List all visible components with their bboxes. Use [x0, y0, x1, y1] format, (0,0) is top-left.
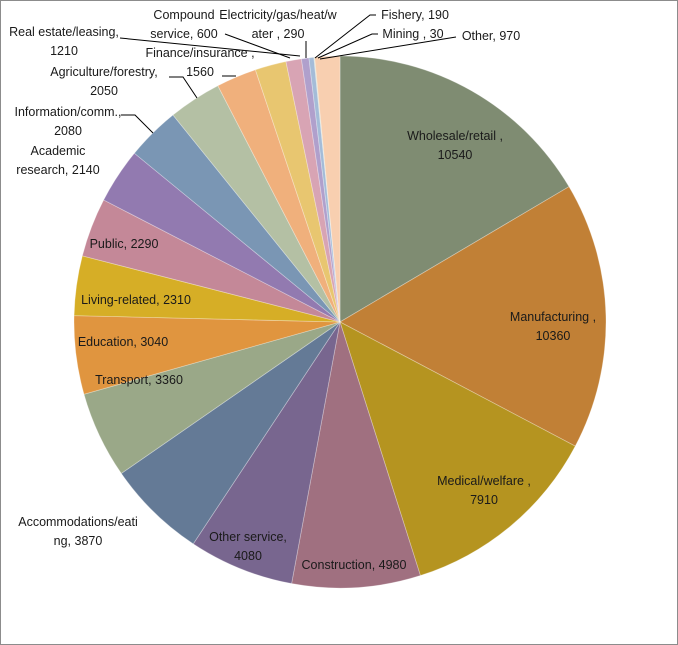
data-label-wholesale-retail: Wholesale/retail , 10540 — [407, 129, 503, 162]
pie-slice-mining — [313, 56, 341, 323]
data-label-education: Education, 3040 — [78, 335, 168, 349]
leader-line — [319, 36, 457, 60]
pie-slice-compound-service — [285, 58, 341, 323]
data-label-living-related: Living-related, 2310 — [81, 293, 191, 307]
data-label-other: Other, 970 — [462, 29, 520, 43]
data-label-finance-insurance: Finance/insurance , 1560 — [145, 46, 254, 79]
pie-slice-wholesale-retail — [339, 55, 570, 323]
data-label-agriculture-forestry: Agriculture/forestry, 2050 — [50, 65, 157, 98]
leader-lines — [119, 14, 457, 134]
data-label-medical-welfare: Medical/welfare , 7910 — [437, 474, 531, 507]
data-label-public: Public, 2290 — [90, 237, 159, 251]
data-label-real-estate-leasing: Real estate/leasing, 1210 — [9, 25, 119, 58]
pie-slice-electricity-gas-heat-water — [300, 57, 341, 323]
data-label-information-comm-: Information/comm., 2080 — [15, 105, 122, 138]
pie-slice-medical-welfare — [339, 321, 576, 577]
leader-line — [224, 33, 291, 59]
data-label-other-service: Other service, 4080 — [209, 530, 287, 563]
leader-line — [169, 76, 198, 99]
data-label-construction: Construction, 4980 — [302, 558, 407, 572]
pie-slice-education — [73, 315, 341, 395]
leader-line — [119, 37, 301, 57]
data-label-transport: Transport, 3360 — [95, 373, 183, 387]
leader-line — [314, 14, 376, 59]
data-label-manufacturing: Manufacturing , 10360 — [510, 310, 596, 343]
data-label-fishery: Fishery, 190 — [381, 8, 449, 22]
leader-line — [317, 33, 378, 59]
pie-slice-real-estate-leasing — [254, 61, 341, 323]
pie-slice-fishery — [308, 56, 341, 323]
pie-slices — [73, 55, 607, 589]
data-labels: Wholesale/retail , 10540 Manufacturing , 10… — [9, 8, 596, 572]
data-label-electricity-gas-heat-water: Electricity/gas/heat/w ater , 290 — [219, 8, 337, 41]
pie-slice-public — [81, 199, 341, 323]
pie-slice-agriculture-forestry — [172, 85, 341, 323]
pie-slice-manufacturing — [339, 186, 607, 447]
pie-slice-transport — [83, 321, 341, 474]
pie-slice-academic-research — [103, 152, 341, 323]
pie-slice-accommodations-eating — [120, 321, 341, 545]
pie-slice-construction — [291, 321, 421, 589]
data-label-mining: Mining , 30 — [382, 27, 443, 41]
leader-line — [121, 114, 154, 134]
pie-slice-other-service — [192, 321, 341, 585]
pie-slice-living-related — [73, 255, 341, 323]
data-label-compound-service: Compound service, 600 — [150, 8, 217, 41]
data-label-academic-research: Academic research, 2140 — [16, 144, 99, 177]
data-label-accommodations-eating: Accommodations/eati ng, 3870 — [18, 515, 138, 548]
pie-slice-finance-insurance — [217, 69, 341, 323]
